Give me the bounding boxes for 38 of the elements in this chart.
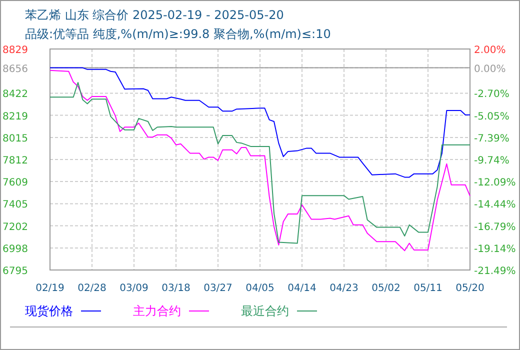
x-tick-label: 02/19 xyxy=(36,283,64,294)
x-tick-label: 02/28 xyxy=(78,283,106,294)
x-tick-label: 03/27 xyxy=(204,283,232,294)
x-tick-label: 05/02 xyxy=(372,283,400,294)
x-tick-label: 03/09 xyxy=(120,283,148,294)
y2-tick-label: -9.74% xyxy=(474,155,510,166)
y2-tick-label: -21.49% xyxy=(474,266,516,277)
y2-tick-label: -2.70% xyxy=(474,89,510,100)
y-tick-label: 6998 xyxy=(2,244,28,255)
y2-tick-label: -16.79% xyxy=(474,222,516,233)
y2-tick-label: -5.05% xyxy=(474,111,510,122)
chart-title: 苯乙烯 山东 综合价 2025-02-19 - 2025-05-20 xyxy=(25,8,284,22)
y-tick-label: 7202 xyxy=(2,222,28,233)
y2-tick-label: 2.00% xyxy=(474,45,506,56)
y2-tick-label: -12.09% xyxy=(474,178,516,189)
x-tick-label: 04/23 xyxy=(330,283,358,294)
y-tick-label: 7812 xyxy=(2,156,28,166)
x-tick-label: 04/14 xyxy=(288,283,316,294)
y-tick-label: 8219 xyxy=(2,111,28,122)
y-tick-label: 7405 xyxy=(2,200,28,211)
legend-label: 主力合约 xyxy=(133,304,181,318)
y-tick-label: 7609 xyxy=(2,178,28,189)
x-tick-label: 03/18 xyxy=(162,283,190,294)
y2-tick-label: -19.14% xyxy=(474,244,516,255)
y-tick-label: 8422 xyxy=(2,89,28,100)
x-tick-label: 05/20 xyxy=(456,283,484,294)
y-tick-label: 8829 xyxy=(2,45,28,56)
legend-label: 最近合约 xyxy=(241,304,289,318)
y2-tick-label: -14.44% xyxy=(474,200,516,211)
y-tick-label: 8656 xyxy=(2,64,28,75)
x-tick-label: 05/11 xyxy=(414,283,442,294)
y-tick-label: 8015 xyxy=(2,133,28,144)
y-tick-label: 6795 xyxy=(2,266,28,277)
y2-tick-label: -7.39% xyxy=(474,133,510,144)
x-tick-label: 04/05 xyxy=(246,283,274,294)
legend-label: 现货价格 xyxy=(25,304,73,318)
y2-tick-label: 0.00% xyxy=(474,64,506,75)
chart-subtitle: 品级:优等品 纯度,%(m/m)≥:99.8 聚合物,%(m/m)≤:10 xyxy=(25,27,331,41)
